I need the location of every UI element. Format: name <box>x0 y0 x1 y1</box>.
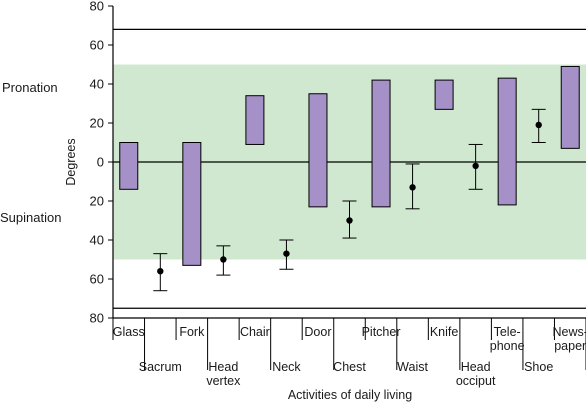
y-tick-label-5: 20 <box>90 194 104 209</box>
mean-point-13 <box>535 121 542 129</box>
x-tick-label-10: Knife <box>430 325 459 339</box>
y-tick-label-7: 60 <box>90 272 104 287</box>
supination-label: Supination <box>0 210 61 225</box>
range-bar-8 <box>371 79 391 208</box>
mean-point-5 <box>283 250 290 257</box>
y-tick-label-1: 60 <box>90 38 104 53</box>
x-tick-label-6: Door <box>304 325 331 339</box>
x-tick-label-3-line1: vertex <box>206 374 241 388</box>
x-tick-label-12-line1: phone <box>490 339 525 353</box>
y-tick-label-6: 40 <box>90 233 104 248</box>
pronation-label: Pronation <box>2 80 58 95</box>
x-tick-label-3: Head <box>208 360 238 374</box>
mean-point-11 <box>472 162 479 170</box>
x-tick-label-14-line1: paper <box>554 339 586 353</box>
x-tick-label-9: Waist <box>397 360 428 374</box>
x-tick-label-7: Chest <box>333 360 366 374</box>
range-bar-14 <box>560 65 580 149</box>
y-axis-title: Degrees <box>64 138 78 185</box>
range-bar-12 <box>497 77 517 206</box>
y-tick-label-2: 40 <box>90 77 104 92</box>
mean-point-3 <box>220 256 227 263</box>
x-tick-label-0: Glass <box>113 325 145 339</box>
range-bar-0 <box>119 142 139 190</box>
mean-point-9 <box>409 184 416 191</box>
x-tick-label-12: Tele- <box>494 325 521 339</box>
y-tick-label-8: 80 <box>90 311 104 326</box>
x-tick-label-4: Chair <box>240 325 270 339</box>
y-tick-label-3: 20 <box>90 116 104 131</box>
range-bar-10 <box>434 79 454 110</box>
range-bar-4 <box>245 95 265 145</box>
x-axis-title: Activities of daily living <box>288 388 412 402</box>
mean-point-1 <box>157 268 164 275</box>
x-tick-label-14: News- <box>553 325 586 339</box>
range-bar-6 <box>308 93 328 208</box>
y-tick-label-4: 0 <box>97 155 104 170</box>
x-tick-label-2: Fork <box>179 325 205 339</box>
range-bar-2 <box>182 142 202 266</box>
y-tick-label-0: 80 <box>90 0 104 14</box>
x-tick-label-5: Neck <box>272 360 301 374</box>
x-tick-label-11-line1: occiput <box>456 374 496 388</box>
mean-point-7 <box>346 217 353 224</box>
x-tick-label-1: Sacrum <box>139 360 182 374</box>
x-tick-label-8: Pitcher <box>362 325 401 339</box>
x-tick-label-13: Shoe <box>524 360 553 374</box>
x-tick-label-11: Head <box>461 360 491 374</box>
